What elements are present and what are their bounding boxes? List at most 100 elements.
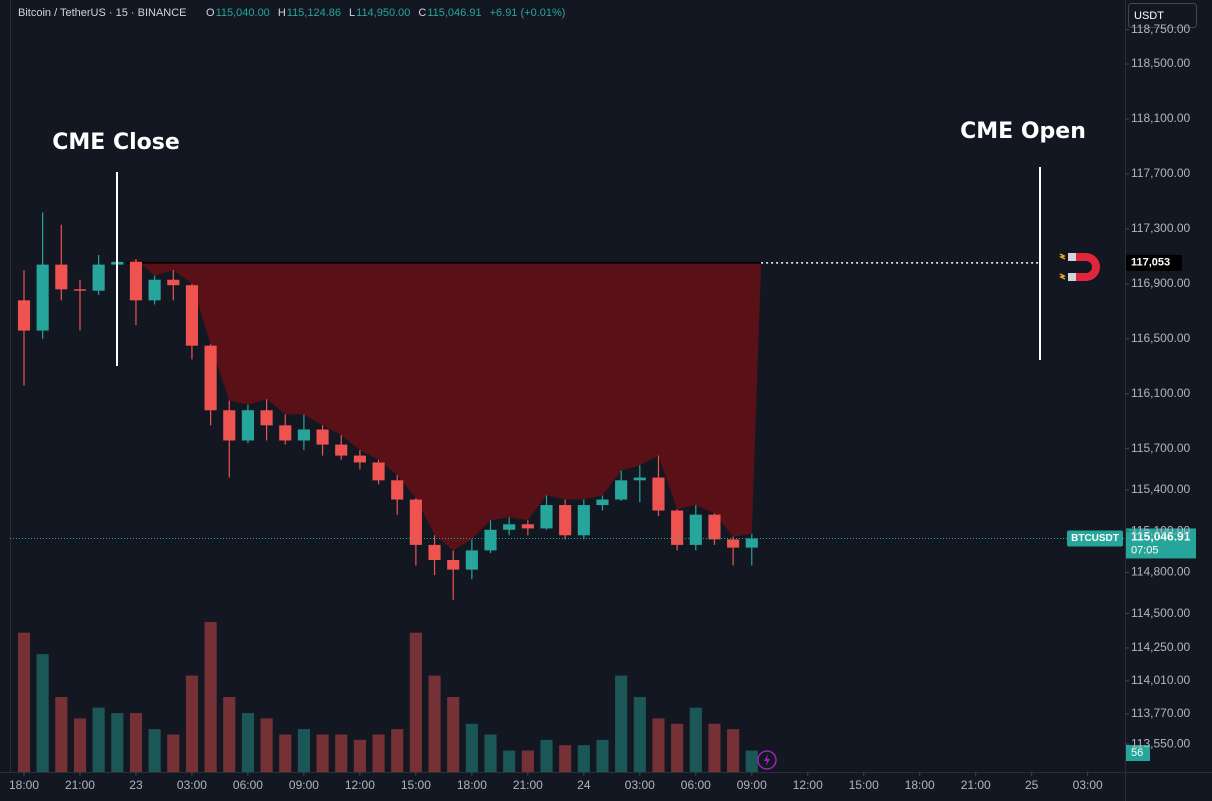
volume-bar: [297, 729, 310, 772]
x-tick-label: 18:00: [9, 778, 39, 792]
ohlc-label: C: [418, 7, 426, 19]
candle-body: [652, 477, 665, 511]
volume-bar: [241, 713, 254, 772]
volume-bar: [652, 718, 665, 772]
volume-bar: [708, 723, 721, 772]
y-tick-label: 118,100.00: [1131, 111, 1190, 125]
volume-bar: [409, 632, 422, 772]
volume-bar: [671, 723, 684, 772]
volume-bar: [447, 697, 460, 772]
last-price-label: 115,046.91: [1131, 530, 1191, 544]
ohlc-value: 115,040.00: [216, 7, 270, 19]
volume-bar: [596, 739, 609, 772]
y-tick-label: 114,500.00: [1131, 606, 1190, 620]
volume-bar: [577, 745, 590, 772]
candle-body: [503, 524, 516, 530]
volume-bar: [521, 750, 534, 772]
annotation: CME Close: [52, 130, 180, 155]
ohlc-label: O: [206, 7, 215, 19]
x-tick-label: 09:00: [289, 778, 319, 792]
symbol-tag: BTCUSDT: [1071, 533, 1119, 544]
x-tick-label: 09:00: [737, 778, 767, 792]
x-tick-label: 12:00: [345, 778, 375, 792]
volume-bar: [36, 654, 49, 772]
currency-button[interactable]: [1128, 3, 1197, 28]
x-tick-label: 03:00: [625, 778, 655, 792]
x-tick-label: 12:00: [793, 778, 823, 792]
ohlc-label: L: [349, 7, 355, 19]
candle-body: [615, 480, 628, 500]
volume-bar: [92, 707, 105, 772]
volume-bar: [745, 750, 758, 772]
candle-body: [185, 285, 199, 346]
countdown: 07:05: [1131, 544, 1159, 556]
candle-body: [92, 264, 105, 291]
price-change: +6.91 (+0.01%): [490, 7, 566, 19]
candle-body: [540, 505, 553, 529]
x-tick-label: 06:00: [233, 778, 263, 792]
candle-body: [447, 560, 460, 570]
y-tick-label: 115,100.00: [1131, 523, 1190, 537]
last-price-tag: [1126, 528, 1196, 559]
candle-body: [223, 410, 236, 441]
candle-body: [129, 261, 143, 301]
y-tick-label: 116,500.00: [1131, 331, 1190, 345]
volume-bar: [689, 707, 702, 772]
candle-body: [409, 499, 422, 545]
y-tick-label: 115,700.00: [1131, 441, 1190, 455]
candle-body: [204, 345, 217, 411]
gap-level-tag: [1126, 254, 1182, 271]
volume-bar: [73, 718, 87, 772]
currency-button-label[interactable]: USDT: [1134, 10, 1164, 22]
ohlc-value: 114,950.00: [356, 7, 410, 19]
volume-badge-bg: [1126, 745, 1150, 761]
volume-bar: [185, 675, 199, 772]
ohlc-value: 115,046.91: [427, 7, 481, 19]
x-tick-label: 18:00: [905, 778, 935, 792]
volume-bar: [428, 675, 441, 772]
x-tick-label: 06:00: [681, 778, 711, 792]
candle-body: [596, 499, 609, 506]
volume-bar: [372, 734, 385, 772]
candle-body: [260, 410, 273, 426]
y-tick-label: 115,400.00: [1131, 482, 1190, 496]
ohlc-value: 115,124.86: [287, 7, 341, 19]
y-tick-label: 116,900.00: [1131, 276, 1190, 290]
candle-body: [297, 429, 310, 441]
volume-bar: [465, 723, 478, 772]
ohlc-label: H: [278, 7, 286, 19]
x-tick-label: 25: [1025, 778, 1039, 792]
candle-body: [73, 289, 87, 291]
candle-body: [671, 510, 684, 545]
volume-bar: [335, 734, 348, 772]
y-tick-label: 117,300.00: [1131, 221, 1190, 235]
y-tick-label: 113,770.00: [1131, 706, 1190, 720]
volume-bar: [279, 734, 292, 772]
volume-bar: [223, 697, 236, 772]
candle-body: [148, 279, 161, 301]
lightning-button[interactable]: [757, 750, 777, 770]
gap-level-label: 117,053: [1131, 257, 1170, 269]
candle-body: [559, 505, 572, 536]
x-tick-label: 18:00: [457, 778, 487, 792]
candle-body: [167, 279, 180, 286]
x-tick-label: 03:00: [177, 778, 207, 792]
candle-body: [391, 480, 404, 500]
y-tick-label: 116,100.00: [1131, 386, 1190, 400]
volume-bar: [17, 632, 31, 772]
volume-bar: [391, 729, 404, 772]
volume-bar: [148, 729, 161, 772]
volume-bar: [353, 739, 366, 772]
x-tick-label: 03:00: [1073, 778, 1103, 792]
candle-body: [521, 524, 534, 529]
volume-bar: [727, 729, 740, 772]
symbol-title: Bitcoin / TetherUS · 15 · BINANCE: [18, 7, 187, 19]
candle-body: [745, 538, 758, 548]
ohlc-legend: O 115,040.00 H 115,124.86 L 114,950.00 C 115,04…: [206, 7, 565, 19]
candle-body: [633, 477, 646, 481]
candle-body: [316, 429, 329, 445]
candle-body: [36, 264, 49, 331]
y-tick-label: 114,010.00: [1131, 673, 1190, 687]
y-tick-label: 113,550.00: [1131, 736, 1190, 750]
